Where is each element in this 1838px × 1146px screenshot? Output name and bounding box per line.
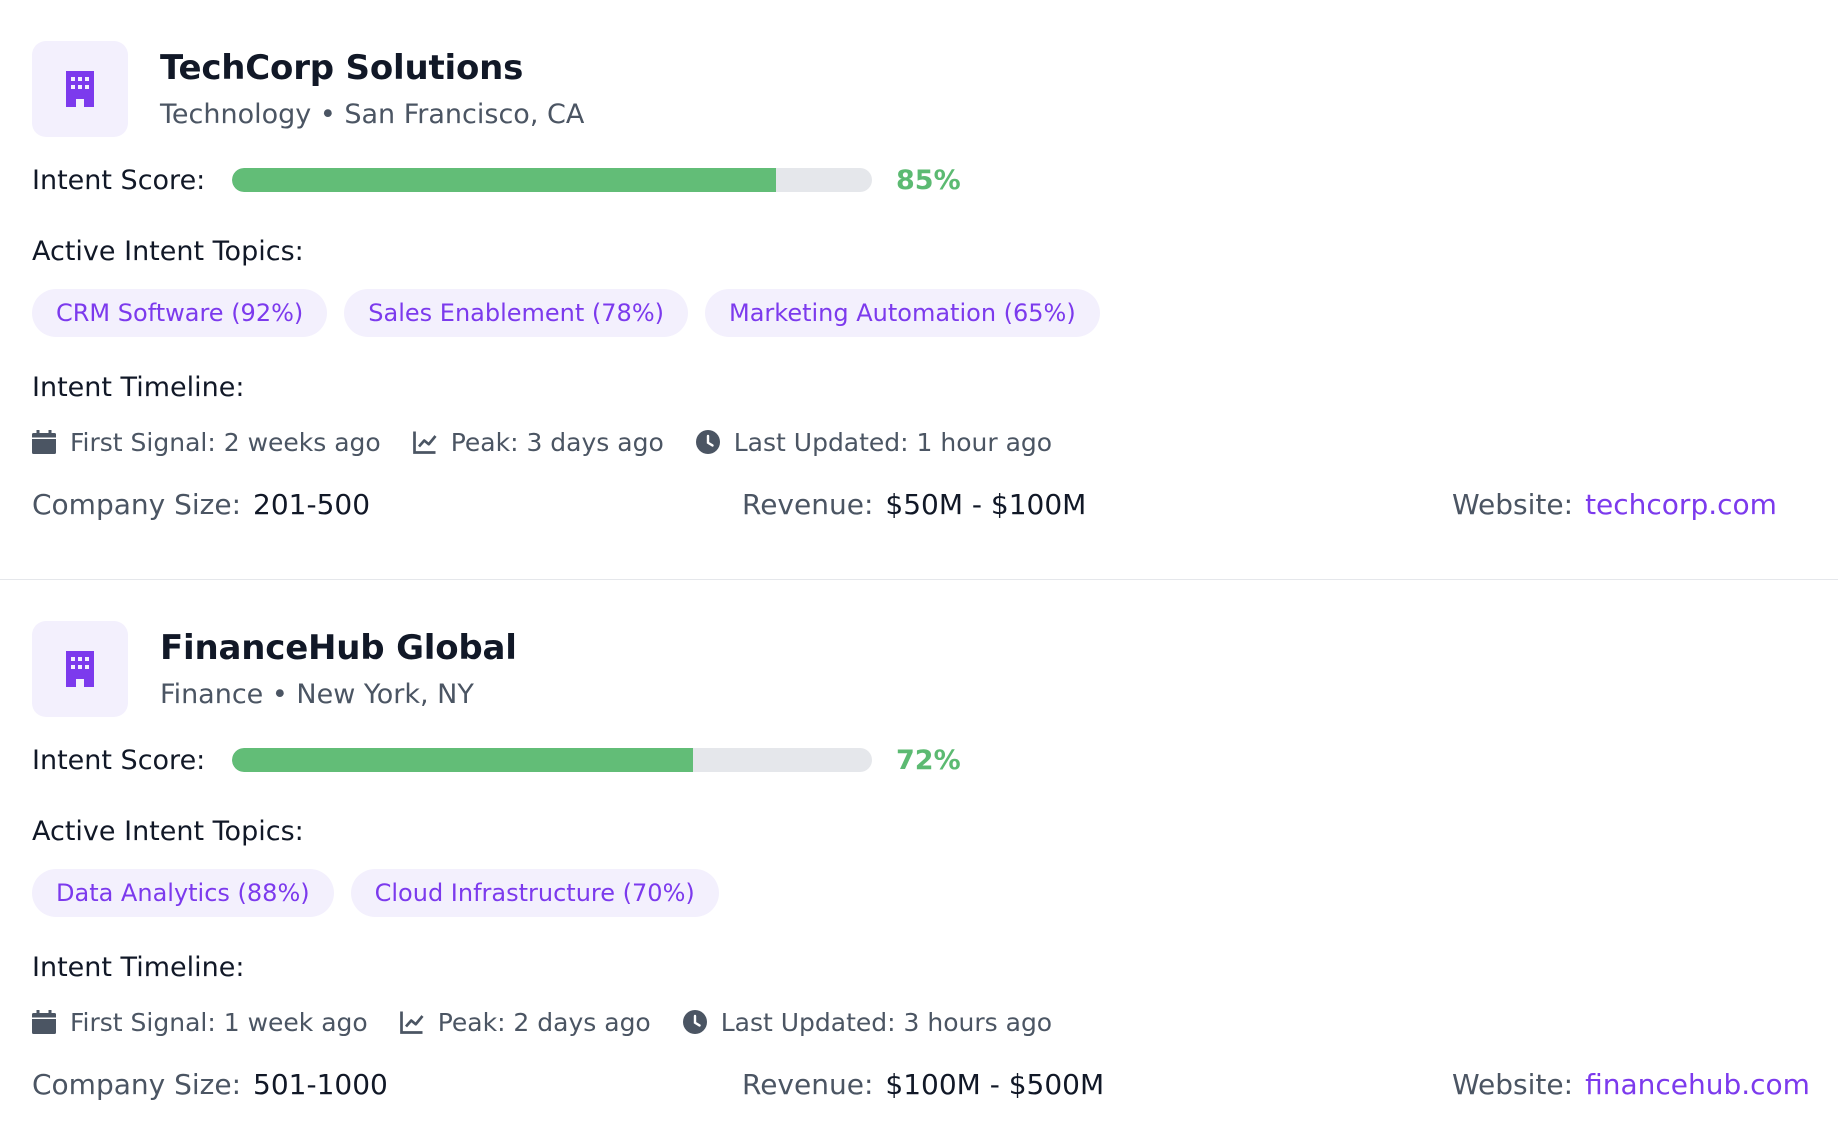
intent-score-label: Intent Score: <box>32 164 206 196</box>
topic-chip[interactable]: Data Analytics (88%) <box>32 869 334 917</box>
revenue-label: Revenue: <box>742 488 874 521</box>
active-topics-label: Active Intent Topics: <box>32 236 304 267</box>
intent-score-fill <box>232 168 776 192</box>
company-card: TechCorp Solutions Technology • San Fran… <box>32 41 1822 528</box>
clock-icon <box>682 1010 707 1034</box>
website-label: Website: <box>1452 488 1574 521</box>
topic-chip[interactable]: Cloud Infrastructure (70%) <box>350 869 719 917</box>
revenue-value: $50M - $100M <box>885 488 1087 521</box>
company-industry-location: Finance • New York, NY <box>160 679 474 710</box>
peak: Peak: 2 days ago <box>399 1007 651 1037</box>
intent-score-row: Intent Score: 72% <box>32 740 961 780</box>
company-industry-location: Technology • San Francisco, CA <box>160 99 585 130</box>
building-icon <box>66 71 94 107</box>
website-label: Website: <box>1452 1068 1574 1101</box>
topic-chip[interactable]: Sales Enablement (78%) <box>344 289 688 337</box>
intent-score-value: 85% <box>896 164 961 196</box>
website-link[interactable]: techcorp.com <box>1585 488 1777 521</box>
last-updated-text: Last Updated: 1 hour ago <box>733 427 1053 457</box>
company-name[interactable]: TechCorp Solutions <box>160 48 524 88</box>
company-size: Company Size: 201-500 <box>32 488 370 521</box>
first-signal: First Signal: 1 week ago <box>32 1008 368 1037</box>
intent-score-value: 72% <box>896 744 961 776</box>
website-link[interactable]: financehub.com <box>1585 1068 1810 1101</box>
revenue-label: Revenue: <box>742 1068 874 1101</box>
company-logo <box>32 41 128 137</box>
peak: Peak: 3 days ago <box>412 427 664 457</box>
calendar-icon <box>32 1010 56 1034</box>
first-signal-text: First Signal: 1 week ago <box>70 1007 368 1037</box>
intent-timeline: First Signal: 2 weeks ago Peak: 3 days a… <box>32 424 1084 460</box>
peak-text: Peak: 2 days ago <box>437 1007 651 1037</box>
calendar-icon <box>32 430 56 454</box>
first-signal-text: First Signal: 2 weeks ago <box>70 427 381 457</box>
company-size: Company Size: 501-1000 <box>32 1068 388 1101</box>
revenue-value: $100M - $500M <box>885 1068 1105 1101</box>
company-card: FinanceHub Global Finance • New York, NY… <box>0 579 1838 1145</box>
last-updated-text: Last Updated: 3 hours ago <box>720 1007 1053 1037</box>
revenue: Revenue: $50M - $100M <box>742 488 1086 521</box>
intent-score-bar <box>232 168 872 192</box>
topic-list: Data Analytics (88%) Cloud Infrastructure… <box>32 869 719 917</box>
topic-chip[interactable]: Marketing Automation (65%) <box>705 289 1100 337</box>
topic-list: CRM Software (92%) Sales Enablement (78%)… <box>32 289 1100 337</box>
peak-text: Peak: 3 days ago <box>450 427 664 457</box>
chart-line-icon <box>399 1011 424 1034</box>
company-size-value: 201-500 <box>253 488 371 521</box>
intent-score-row: Intent Score: 85% <box>32 160 961 200</box>
company-size-label: Company Size: <box>32 1068 242 1101</box>
revenue: Revenue: $100M - $500M <box>742 1068 1104 1101</box>
website: Website: techcorp.com <box>1452 488 1777 521</box>
intent-score-fill <box>232 748 693 772</box>
intent-timeline: First Signal: 1 week ago Peak: 2 days ag… <box>32 1004 1084 1040</box>
intent-score-label: Intent Score: <box>32 744 206 776</box>
active-topics-label: Active Intent Topics: <box>32 816 304 847</box>
company-size-value: 501-1000 <box>253 1068 388 1101</box>
chart-line-icon <box>412 431 437 454</box>
company-size-label: Company Size: <box>32 488 242 521</box>
intent-score-bar <box>232 748 872 772</box>
last-updated: Last Updated: 1 hour ago <box>695 427 1053 457</box>
intent-timeline-label: Intent Timeline: <box>32 952 245 983</box>
company-name[interactable]: FinanceHub Global <box>160 628 517 668</box>
topic-chip[interactable]: CRM Software (92%) <box>32 289 328 337</box>
last-updated: Last Updated: 3 hours ago <box>682 1007 1053 1037</box>
first-signal: First Signal: 2 weeks ago <box>32 428 381 457</box>
clock-icon <box>695 430 720 454</box>
building-icon <box>66 651 94 687</box>
website: Website: financehub.com <box>1452 1068 1810 1101</box>
intent-timeline-label: Intent Timeline: <box>32 372 245 403</box>
company-stats: Company Size: 201-500 Revenue: $50M - $100… <box>32 488 1822 528</box>
company-logo <box>32 621 128 717</box>
company-stats: Company Size: 501-1000 Revenue: $100M - $5… <box>32 1068 1822 1108</box>
